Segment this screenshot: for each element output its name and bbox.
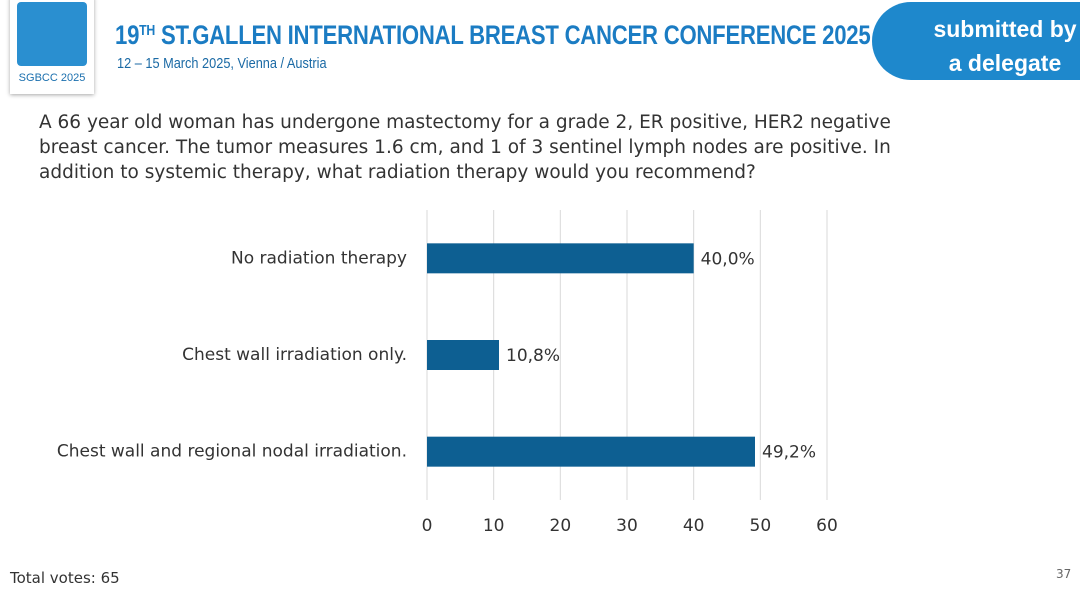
value-label: 49,2% xyxy=(762,443,816,463)
logo-text: SGBCC 2025 xyxy=(18,72,86,84)
logo: SGBCC 2025 xyxy=(10,0,94,94)
x-tick-label: 50 xyxy=(750,516,772,536)
y-tick-label: No radiation therapy xyxy=(231,248,407,268)
x-tick-label: 0 xyxy=(422,516,433,536)
badge xyxy=(872,2,1080,80)
badge-line: a delegate xyxy=(948,50,1062,76)
x-tick-label: 60 xyxy=(816,516,838,536)
x-tick-label: 10 xyxy=(483,516,505,536)
logo-icon xyxy=(17,2,87,66)
x-tick-label: 40 xyxy=(683,516,705,536)
total-votes: Total votes: 65 xyxy=(10,569,120,587)
x-tick-label: 30 xyxy=(616,516,638,536)
page-number: 37 xyxy=(1056,567,1072,581)
x-tick-label: 20 xyxy=(550,516,572,536)
y-tick-label: Chest wall irradiation only. xyxy=(182,345,407,365)
conference-name: ST.GALLEN INTERNATIONAL BREAST CANCER CO… xyxy=(160,20,871,50)
value-label: 10,8% xyxy=(506,346,560,366)
conference-dates: 12 – 15 March 2025, Vienna / Austria xyxy=(117,55,327,72)
badge-text: submitted by a delegate xyxy=(910,12,1080,80)
chart-title: A 66 year old woman has undergone mastec… xyxy=(39,112,891,183)
bar xyxy=(427,340,499,370)
bar xyxy=(427,243,694,274)
value-label: 40,0% xyxy=(701,249,755,269)
bar xyxy=(427,436,755,467)
edition-suffix: TH xyxy=(139,22,156,39)
badge-line: submitted by xyxy=(933,16,1077,42)
y-tick-label: Chest wall and regional nodal irradiatio… xyxy=(57,442,407,462)
edition: 19 xyxy=(115,20,140,50)
conference-title: 19TH ST.GALLEN INTERNATIONAL BREAST CANC… xyxy=(115,20,871,51)
